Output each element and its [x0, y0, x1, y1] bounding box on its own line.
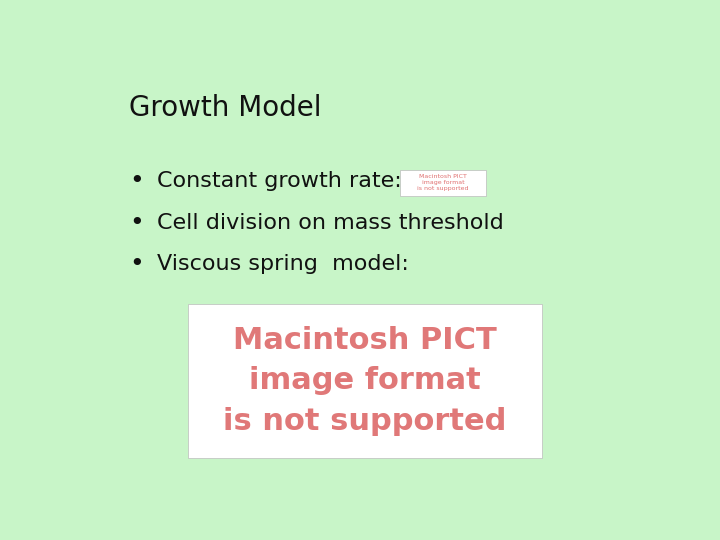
- FancyBboxPatch shape: [400, 170, 486, 196]
- Text: Growth Model: Growth Model: [129, 94, 322, 122]
- Text: •: •: [129, 169, 144, 193]
- Text: Macintosh PICT
image format
is not supported: Macintosh PICT image format is not suppo…: [417, 174, 469, 191]
- Text: Constant growth rate:: Constant growth rate:: [157, 171, 402, 191]
- Text: Cell division on mass threshold: Cell division on mass threshold: [157, 213, 504, 233]
- FancyBboxPatch shape: [188, 304, 542, 458]
- Text: Macintosh PICT
image format
is not supported: Macintosh PICT image format is not suppo…: [223, 326, 506, 436]
- Text: •: •: [129, 211, 144, 235]
- Text: Viscous spring  model:: Viscous spring model:: [157, 254, 409, 274]
- Text: •: •: [129, 252, 144, 276]
